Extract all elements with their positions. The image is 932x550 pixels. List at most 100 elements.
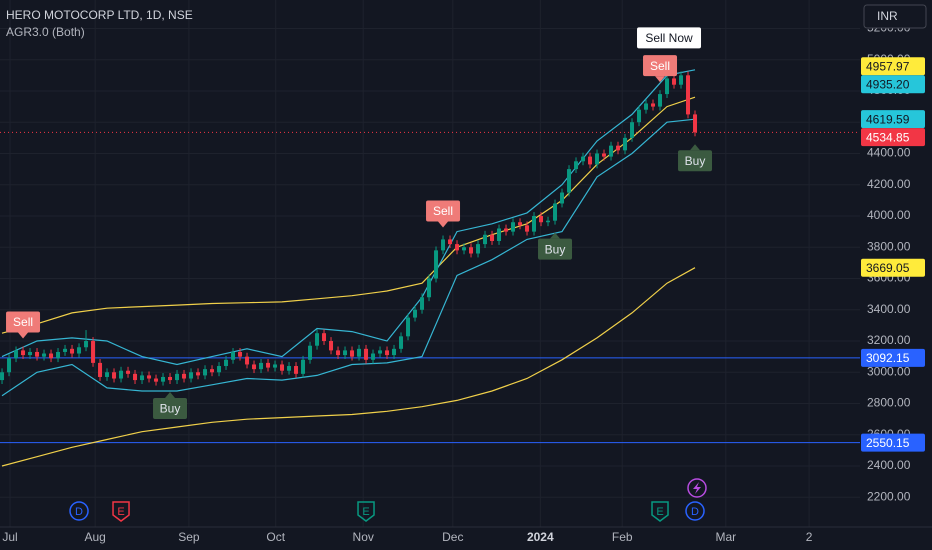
- candle-body: [35, 351, 40, 357]
- signal-label: Buy: [685, 154, 706, 168]
- symbol-title: HERO MOTOCORP LTD, 1D, NSE: [6, 8, 193, 22]
- currency-button[interactable]: [863, 4, 927, 29]
- event-label[interactable]: E: [362, 506, 369, 518]
- price-tag-label: 3669.05: [866, 261, 910, 275]
- candle-body: [441, 239, 446, 251]
- candle-body: [224, 359, 229, 367]
- candle-body: [203, 369, 208, 376]
- event-marker[interactable]: [357, 501, 375, 522]
- candle-body: [581, 156, 586, 162]
- candle-body: [357, 348, 362, 357]
- y-tick-label: 4200.00: [867, 177, 911, 191]
- candle-body: [385, 350, 390, 356]
- candle-body: [546, 220, 551, 223]
- event-marker[interactable]: [69, 501, 89, 521]
- indicator-line: [1, 118, 696, 397]
- candle-body: [168, 376, 173, 381]
- signal-label: Sell: [433, 204, 453, 218]
- candle-body: [21, 350, 26, 356]
- price-tag: [861, 110, 925, 129]
- candle-body: [511, 222, 516, 232]
- x-tick-label: Aug: [84, 530, 105, 544]
- event-label[interactable]: D: [691, 506, 699, 518]
- candle-body: [161, 376, 166, 382]
- candle-body: [252, 364, 257, 370]
- candle-body: [497, 228, 502, 241]
- candle-body: [28, 351, 33, 356]
- candle-body: [413, 309, 418, 318]
- price-tag: [861, 75, 925, 94]
- x-tick-label: Feb: [612, 530, 633, 544]
- x-tick-label: Mar: [715, 530, 736, 544]
- event-marker[interactable]: [112, 501, 130, 522]
- candle-body: [434, 250, 439, 279]
- candle-body: [98, 362, 103, 377]
- candle-body: [140, 375, 145, 381]
- candle-body: [364, 348, 369, 360]
- candle-body: [420, 297, 425, 310]
- indicator-line: [1, 96, 696, 334]
- candle-body: [371, 353, 376, 360]
- lightning-icon[interactable]: [687, 478, 707, 498]
- candle-body: [7, 358, 12, 373]
- candle-body: [399, 336, 404, 349]
- event-label[interactable]: E: [656, 506, 663, 518]
- candle-body: [532, 215, 537, 232]
- candle-body: [287, 366, 292, 371]
- candle-body: [126, 370, 131, 374]
- candle-body: [623, 137, 628, 151]
- candle-body: [182, 373, 187, 379]
- candle-body: [238, 351, 243, 357]
- x-tick-label: Oct: [266, 530, 285, 544]
- signal-label: Buy: [160, 402, 181, 416]
- candle-body: [567, 169, 572, 193]
- price-tag-label: 4534.85: [866, 130, 910, 144]
- x-tick-label: Sep: [178, 530, 200, 544]
- candle-body: [315, 333, 320, 346]
- candle-body: [427, 278, 432, 298]
- grid: [0, 0, 860, 527]
- price-tag: [861, 128, 925, 147]
- y-tick-label: 2400.00: [867, 458, 911, 472]
- candle-body: [196, 372, 201, 376]
- candle-body: [679, 75, 684, 85]
- candle-body: [70, 348, 75, 354]
- price-tag: [861, 433, 925, 452]
- x-tick-label: 2024: [527, 530, 554, 544]
- y-tick-label: 2200.00: [867, 489, 911, 503]
- candle-body: [651, 103, 656, 107]
- event-marker[interactable]: [651, 501, 669, 522]
- candle-body: [147, 375, 152, 379]
- signal-pointer: [690, 144, 701, 151]
- candle-body: [490, 234, 495, 241]
- candle-body: [378, 350, 383, 354]
- price-tag: [861, 348, 925, 367]
- candle-body: [91, 341, 96, 363]
- signal-pointer: [18, 332, 29, 339]
- candle-body: [686, 75, 691, 115]
- signal-pointer: [550, 232, 561, 239]
- candle-body: [672, 78, 677, 85]
- indicator-name: AGR3.0 (Both): [6, 25, 85, 39]
- candle-body: [210, 369, 215, 373]
- candle-body: [392, 348, 397, 356]
- candle-body: [609, 145, 614, 157]
- event-marker[interactable]: [685, 501, 705, 521]
- signal-label: Sell: [13, 315, 33, 329]
- indicator-line: [1, 69, 696, 366]
- price-tag-label: 4619.59: [866, 112, 910, 126]
- indicator-line: [1, 267, 696, 467]
- event-label[interactable]: D: [75, 506, 83, 518]
- event-label[interactable]: E: [117, 506, 124, 518]
- candle-body: [483, 234, 488, 245]
- candle-body: [455, 244, 460, 251]
- candle-body: [49, 353, 54, 359]
- x-tick-label: Dec: [442, 530, 463, 544]
- candle-body: [525, 225, 530, 232]
- candle-body: [301, 359, 306, 374]
- signal-box: [678, 150, 713, 172]
- candle-body: [133, 373, 138, 381]
- currency-label[interactable]: INR: [877, 9, 898, 23]
